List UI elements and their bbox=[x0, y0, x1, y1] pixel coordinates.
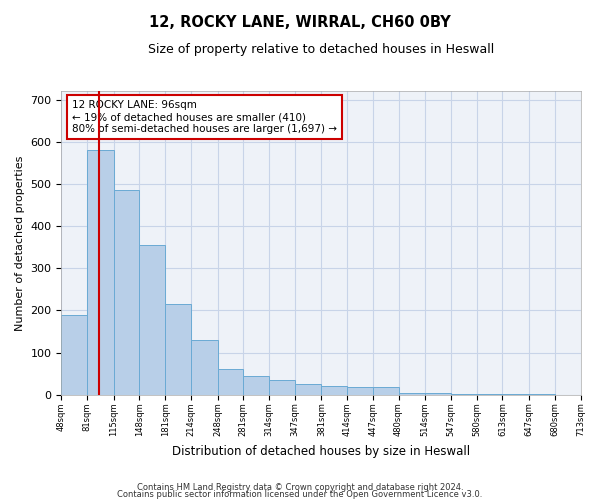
Bar bbox=[243, 376, 269, 394]
Bar bbox=[87, 150, 114, 394]
Bar bbox=[295, 384, 322, 394]
Bar bbox=[218, 370, 243, 394]
Bar bbox=[322, 386, 347, 394]
Text: Contains HM Land Registry data © Crown copyright and database right 2024.: Contains HM Land Registry data © Crown c… bbox=[137, 484, 463, 492]
Y-axis label: Number of detached properties: Number of detached properties bbox=[15, 156, 25, 330]
Text: Contains public sector information licensed under the Open Government Licence v3: Contains public sector information licen… bbox=[118, 490, 482, 499]
Bar bbox=[165, 304, 191, 394]
Text: 12 ROCKY LANE: 96sqm
← 19% of detached houses are smaller (410)
80% of semi-deta: 12 ROCKY LANE: 96sqm ← 19% of detached h… bbox=[72, 100, 337, 134]
Title: Size of property relative to detached houses in Heswall: Size of property relative to detached ho… bbox=[148, 42, 494, 56]
Bar bbox=[139, 245, 165, 394]
X-axis label: Distribution of detached houses by size in Heswall: Distribution of detached houses by size … bbox=[172, 444, 470, 458]
Bar bbox=[191, 340, 218, 394]
Bar bbox=[373, 387, 398, 394]
Bar bbox=[61, 314, 87, 394]
Bar bbox=[269, 380, 295, 394]
Bar bbox=[398, 392, 425, 394]
Text: 12, ROCKY LANE, WIRRAL, CH60 0BY: 12, ROCKY LANE, WIRRAL, CH60 0BY bbox=[149, 15, 451, 30]
Bar bbox=[114, 190, 139, 394]
Bar bbox=[347, 387, 373, 394]
